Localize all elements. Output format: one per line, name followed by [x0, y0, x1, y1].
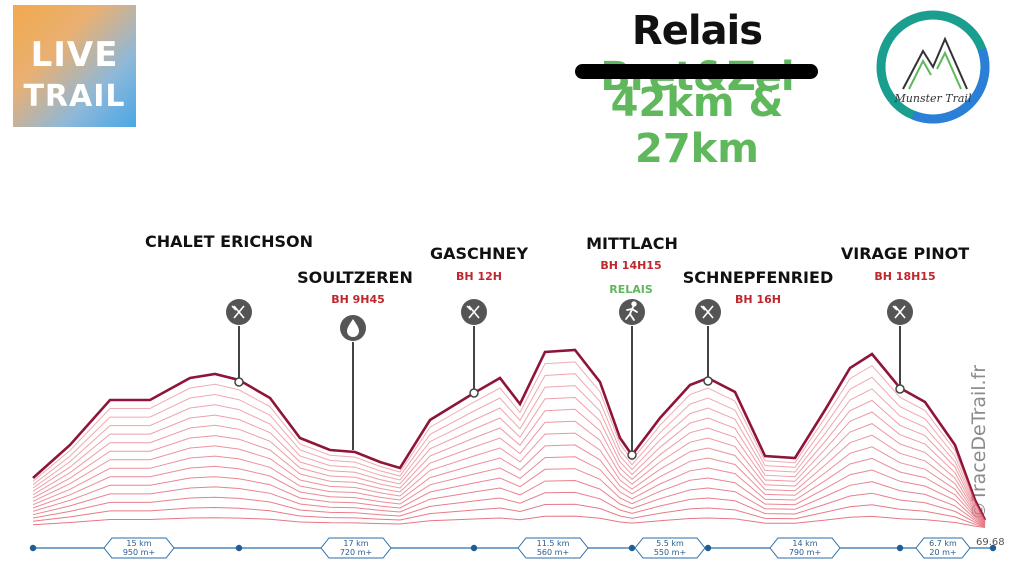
stop-bh-virage-pinot: BH 18H15	[874, 270, 936, 283]
stop-name-mittlach: MITTLACH	[586, 234, 678, 253]
stop-marker-schnepfenried	[695, 299, 721, 386]
cutlery-icon	[466, 305, 480, 319]
svg-text:15 km: 15 km	[126, 539, 151, 548]
stop-marker-gaschney	[461, 299, 487, 398]
title-divider-bar	[575, 64, 818, 79]
svg-text:550 m+: 550 m+	[654, 548, 686, 557]
svg-text:20 m+: 20 m+	[929, 548, 956, 557]
segment-label-4: 5.5 km 550 m+	[634, 537, 706, 559]
segment-label-1: 15 km 950 m+	[103, 537, 175, 559]
svg-text:5.5 km: 5.5 km	[656, 539, 684, 548]
page-subtitle: 42km & 27km	[610, 80, 784, 172]
svg-text:17 km: 17 km	[343, 539, 368, 548]
svg-text:6.7 km: 6.7 km	[929, 539, 957, 548]
svg-text:14 km: 14 km	[792, 539, 817, 548]
stop-marker-mittlach	[619, 299, 645, 460]
stop-name-chalet-erichson: CHALET ERICHSON	[145, 232, 313, 251]
cutlery-icon	[892, 305, 906, 319]
segment-label-2: 17 km 720 m+	[320, 537, 392, 559]
runner-icon	[625, 301, 638, 321]
stop-marker-chalet-erichson	[226, 299, 252, 387]
segment-label-6: 6.7 km 20 m+	[915, 537, 971, 559]
svg-text:720 m+: 720 m+	[340, 548, 372, 557]
total-distance-label: 69.68	[976, 537, 1005, 548]
stop-bh-mittlach: BH 14H15	[600, 259, 662, 272]
stop-marker-virage-pinot	[887, 299, 913, 394]
stop-name-virage-pinot: VIRAGE PINOT	[840, 244, 970, 263]
cutlery-icon	[231, 305, 245, 319]
stop-name-gaschney: GASCHNEY	[429, 244, 529, 263]
logo-line-trail: TRAIL	[23, 79, 126, 114]
distance-axis	[29, 544, 997, 552]
stop-relais-mittlach: RELAIS	[609, 283, 653, 296]
water-drop-icon	[347, 319, 359, 337]
segment-label-5: 14 km 790 m+	[769, 537, 841, 559]
svg-text:950 m+: 950 m+	[123, 548, 155, 557]
cutlery-icon	[700, 305, 714, 319]
stop-bh-schnepfenried: BH 16H	[735, 293, 781, 306]
stop-bh-soultzeren: BH 9H45	[331, 293, 385, 306]
stop-marker-soultzeren	[340, 315, 366, 450]
stop-name-soultzeren: SOULTZEREN	[297, 268, 413, 287]
stop-name-schnepfenried: SCHNEPFENRIED	[682, 268, 834, 287]
profile-contour-lines	[32, 348, 987, 528]
munster-logo-text: Munster Trail	[894, 92, 972, 105]
svg-text:790 m+: 790 m+	[789, 548, 821, 557]
logo-line-live: LIVE	[30, 35, 119, 75]
title-part-relais: Relais	[631, 8, 763, 54]
stop-bh-gaschney: BH 12H	[456, 270, 502, 283]
svg-text:11.5 km: 11.5 km	[537, 539, 570, 548]
munster-trail-logo: Munster Trail	[876, 10, 990, 124]
live-trail-logo: LIVE TRAIL	[13, 5, 136, 127]
segment-label-3: 11.5 km 560 m+	[517, 537, 589, 559]
svg-text:560 m+: 560 m+	[537, 548, 569, 557]
